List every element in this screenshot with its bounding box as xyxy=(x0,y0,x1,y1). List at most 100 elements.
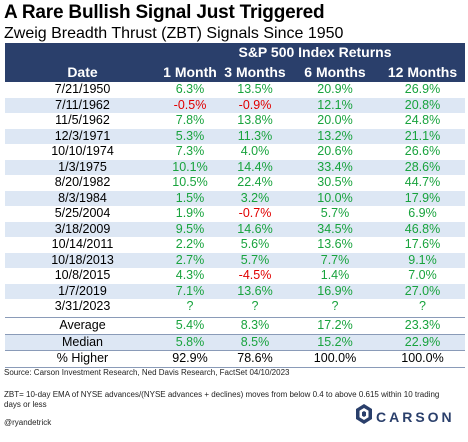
table-cell-return: 20.8% xyxy=(404,97,441,112)
table-cell-return: ? xyxy=(186,299,194,313)
table-cell-return: 27.0% xyxy=(404,283,441,298)
summary-value: 92.9% xyxy=(172,351,208,365)
table-cell-return: 46.8% xyxy=(404,221,441,236)
table-cell-return: 11.3% xyxy=(237,128,273,143)
table-row: 12/3/1971 5.3% 11.3% 13.2% 21.1% xyxy=(5,128,465,144)
table-cell-return: 14.6% xyxy=(237,221,273,236)
table-cell-return: 24.8% xyxy=(404,113,441,127)
summary-value: 5.8% xyxy=(175,334,205,349)
table-cell-return: 20.6% xyxy=(317,144,353,158)
table-cell-date: 12/3/1971 xyxy=(54,128,111,143)
table-cell-return: 17.6% xyxy=(404,237,441,251)
column-header-date: Date xyxy=(67,64,98,80)
summary-value: 8.5% xyxy=(240,334,270,349)
table-row: 3/31/2023???? xyxy=(5,299,465,315)
table-cell-return: 2.2% xyxy=(175,237,205,251)
table-cell-return: 1.5% xyxy=(175,190,205,205)
table-cell-date: 3/18/2009 xyxy=(54,221,111,236)
table-cell-date: 10/10/1974 xyxy=(51,144,114,158)
table-cell-return: 13.5% xyxy=(237,82,273,96)
table-cell-return: 20.0% xyxy=(317,113,353,127)
table-cell-return: 1.9% xyxy=(175,206,205,220)
table-row: 7/11/1962 -0.5% -0.9% 12.1% 20.8% xyxy=(5,97,465,113)
table-row: 1/3/1975 10.1% 14.4% 33.4% 28.6% xyxy=(5,159,465,175)
summary-value: 23.3% xyxy=(404,318,441,332)
summary-label: Median xyxy=(62,334,103,349)
column-header-bar: Date 1 Month 3 Months 6 Months 12 Months xyxy=(5,61,465,82)
summary-value: 100.0% xyxy=(401,351,444,365)
table-row: 3/18/2009 9.5% 14.6% 34.5% 46.8% xyxy=(5,221,465,237)
table-cell-return: 1.4% xyxy=(320,268,350,282)
table-cell-return: 16.9% xyxy=(317,283,353,298)
table-cell-return: 5.7% xyxy=(320,206,350,220)
table-cell-date: 5/25/2004 xyxy=(54,206,111,220)
summary-value: 8.3% xyxy=(240,318,270,332)
column-header-12-months: 12 Months xyxy=(387,64,458,80)
table-cell-return: 13.2% xyxy=(317,128,353,143)
summary-label: Average xyxy=(59,318,106,332)
table-cell-return: -0.9% xyxy=(238,97,272,112)
summary-value: 22.9% xyxy=(404,334,441,349)
table-cell-date: 8/20/1982 xyxy=(54,175,111,189)
group-header: S&P 500 Index Returns xyxy=(238,44,392,60)
table-cell-return: 13.6% xyxy=(317,237,353,251)
table-cell-return: -4.5% xyxy=(238,268,272,282)
table-cell-date: 10/14/2011 xyxy=(51,237,114,251)
summary-row: Average 5.4% 8.3% 17.2% 23.3% xyxy=(5,317,465,334)
table-cell-return: 13.6% xyxy=(237,283,273,298)
column-header-3-months: 3 Months xyxy=(224,64,286,80)
source-note: Source: Carson Investment Research, Ned … xyxy=(4,368,290,377)
column-header-1-month: 1 Month xyxy=(163,64,217,80)
table-cell-date: 8/3/1984 xyxy=(58,190,107,205)
author-handle: @ryandetrick xyxy=(4,418,52,427)
table-row: 1/7/2019 7.1% 13.6% 16.9% 27.0% xyxy=(5,283,465,299)
table-cell-return: 7.7% xyxy=(320,252,350,267)
table-row: 10/10/1974 7.3% 4.0% 20.6% 26.6% xyxy=(5,144,465,160)
table-cell-return: -0.5% xyxy=(173,97,207,112)
table-row: 11/5/1962 7.8% 13.8% 20.0% 24.8% xyxy=(5,113,465,129)
page-subtitle: Zweig Breadth Thrust (ZBT) Signals Since… xyxy=(4,25,344,42)
table-cell-return: 2.7% xyxy=(175,252,205,267)
table-cell-date: 1/3/1975 xyxy=(58,159,107,174)
table-cell-return: 20.9% xyxy=(317,82,353,96)
table-cell-return: ? xyxy=(419,299,426,313)
column-header-6-months: 6 Months xyxy=(304,64,366,80)
summary-value: 100.0% xyxy=(313,351,357,365)
table-cell-date: 1/7/2019 xyxy=(58,283,107,298)
table-row: 10/18/2013 2.7% 5.7% 7.7% 9.1% xyxy=(5,252,465,268)
table-cell-return: 7.0% xyxy=(408,268,437,282)
table-cell-return: 4.0% xyxy=(240,144,270,158)
table-cell-return: 33.4% xyxy=(317,159,353,174)
table-cell-date: 7/11/1962 xyxy=(55,97,110,112)
table-cell-return: 17.9% xyxy=(404,190,441,205)
summary-value: 5.4% xyxy=(175,318,205,332)
table-cell-return: 22.4% xyxy=(237,175,273,189)
table-cell-return: 14.4% xyxy=(237,159,273,174)
table-row: 10/14/2011 2.2% 5.6% 13.6% 17.6% xyxy=(5,237,465,253)
table-cell-return: 5.7% xyxy=(240,252,270,267)
carson-logo-icon xyxy=(356,404,372,424)
carson-logo-text: CARSON xyxy=(376,409,455,425)
table-cell-return: 7.1% xyxy=(175,283,205,298)
table-cell-date: 7/21/1950 xyxy=(54,82,111,96)
summary-table: Average 5.4% 8.3% 17.2% 23.3% Median 5.8% 8.5% 1… xyxy=(5,317,465,368)
table-cell-return: 10.0% xyxy=(317,190,353,205)
table-cell-return: 10.1% xyxy=(172,159,208,174)
table-cell-return: 9.5% xyxy=(175,221,205,236)
table-cell-return: 13.8% xyxy=(237,113,273,127)
table-cell-return: 5.6% xyxy=(240,237,270,251)
table-cell-return: 3.2% xyxy=(240,190,270,205)
summary-value: 78.6% xyxy=(237,351,273,365)
summary-row: % Higher 92.9% 78.6% 100.0% 100.0% xyxy=(5,350,465,368)
summary-value: 17.2% xyxy=(317,318,353,332)
table-cell-return: 26.6% xyxy=(404,144,441,158)
table-cell-date: 10/18/2013 xyxy=(51,252,114,267)
table-cell-date: 3/31/2023 xyxy=(54,299,111,313)
summary-label: % Higher xyxy=(56,351,109,365)
table-cell-return: 34.5% xyxy=(317,221,353,236)
table-cell-return: 10.5% xyxy=(172,175,208,189)
summary-value: 15.2% xyxy=(317,334,353,349)
table-cell-return: 44.7% xyxy=(404,175,441,189)
table-row: 10/8/2015 4.3% -4.5% 1.4% 7.0% xyxy=(5,268,465,284)
table-row: 8/3/1984 1.5% 3.2% 10.0% 17.9% xyxy=(5,190,465,206)
